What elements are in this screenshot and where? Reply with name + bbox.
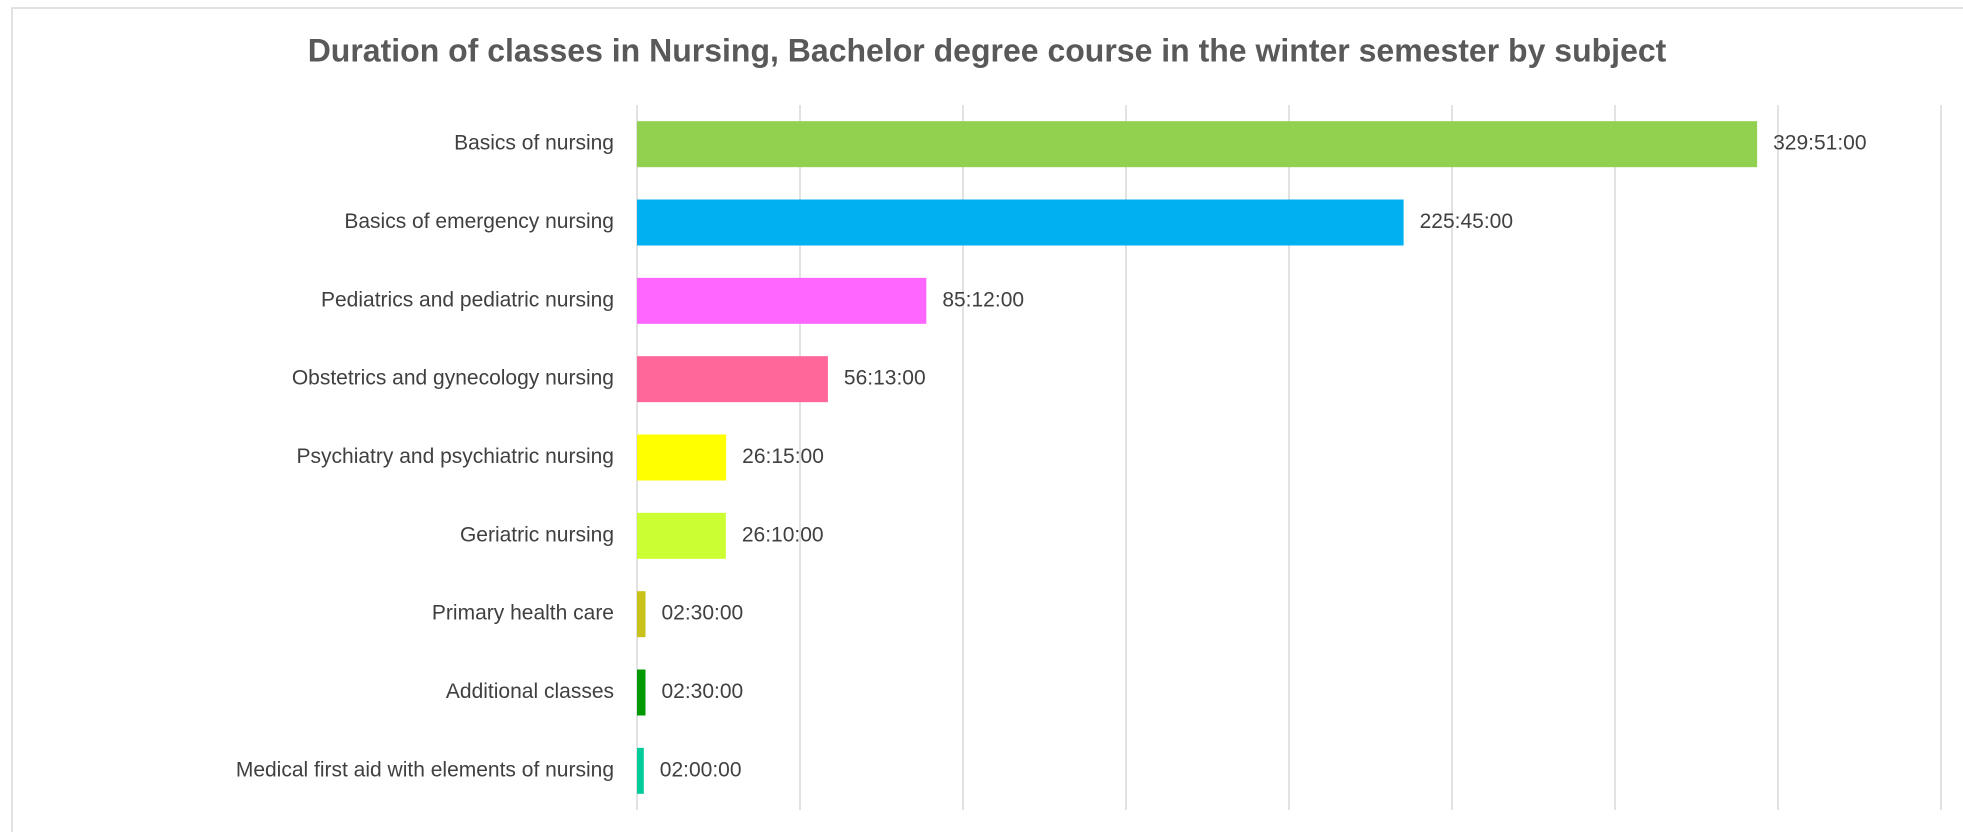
y-tick-label: Primary health care bbox=[432, 602, 614, 625]
data-label: 85:12:00 bbox=[942, 288, 1024, 311]
y-tick-label: Psychiatry and psychiatric nursing bbox=[297, 445, 614, 468]
bar bbox=[637, 121, 1758, 168]
data-label: 26:15:00 bbox=[742, 445, 824, 468]
y-tick-label: Obstetrics and gynecology nursing bbox=[292, 367, 614, 390]
data-label: 329:51:00 bbox=[1773, 132, 1866, 155]
bar bbox=[637, 356, 828, 403]
y-tick-label: Medical first aid with elements of nursi… bbox=[236, 758, 614, 781]
chart-border bbox=[11, 7, 1963, 832]
y-tick-label: Pediatrics and pediatric nursing bbox=[321, 288, 614, 311]
data-label: 02:00:00 bbox=[660, 758, 742, 781]
bar bbox=[637, 199, 1404, 246]
y-tick-label: Geriatric nursing bbox=[460, 523, 614, 546]
bar bbox=[637, 591, 646, 638]
data-label: 26:10:00 bbox=[742, 523, 824, 546]
bar bbox=[637, 669, 646, 716]
data-label: 02:30:00 bbox=[661, 602, 743, 625]
y-tick-label: Basics of emergency nursing bbox=[344, 210, 614, 233]
data-label: 02:30:00 bbox=[661, 680, 743, 703]
bar bbox=[637, 512, 726, 559]
bar bbox=[637, 277, 927, 324]
data-label: 225:45:00 bbox=[1420, 210, 1513, 233]
chart-title: Duration of classes in Nursing, Bachelor… bbox=[308, 32, 1667, 68]
y-tick-label: Additional classes bbox=[446, 680, 614, 703]
bar bbox=[637, 747, 644, 794]
y-tick-label: Basics of nursing bbox=[454, 132, 614, 155]
bar bbox=[637, 434, 727, 481]
data-label: 56:13:00 bbox=[844, 367, 926, 390]
